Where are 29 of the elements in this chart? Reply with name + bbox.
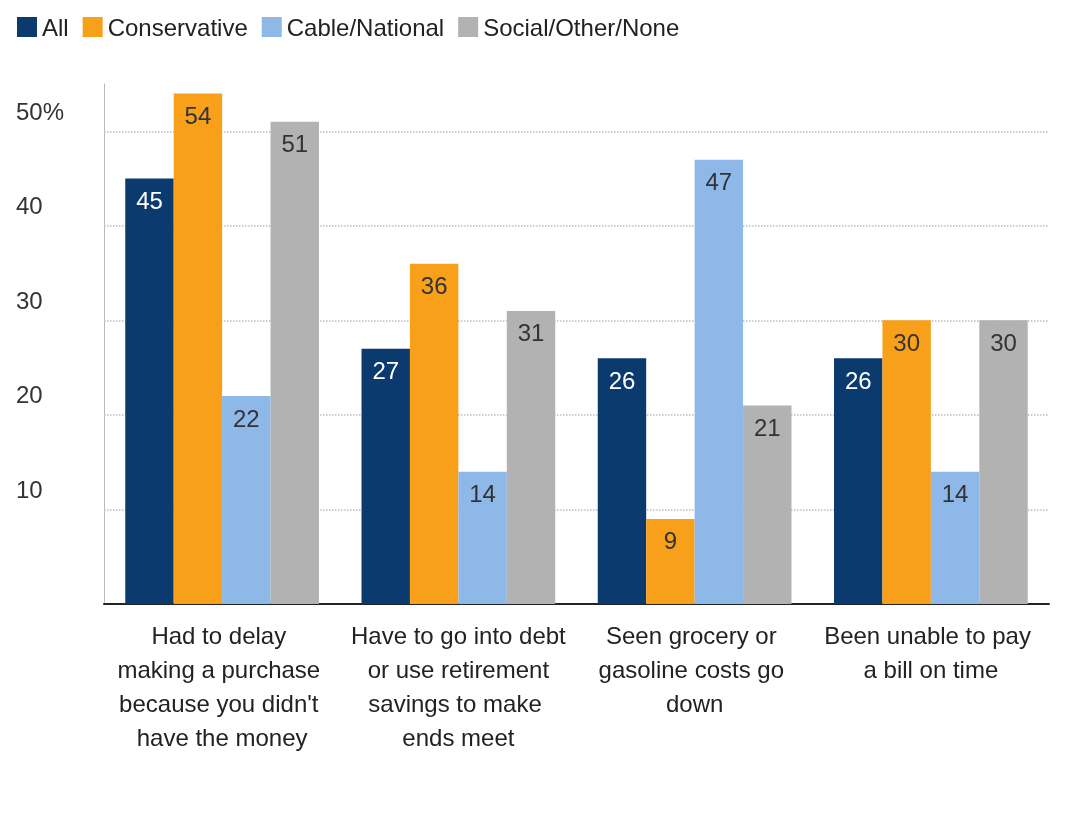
data-label: 9 [663, 527, 678, 555]
data-label: 54 [184, 101, 212, 129]
data-label: 21 [753, 413, 781, 441]
data-label: 45 [136, 187, 163, 215]
y-tick-label: 10 [16, 475, 43, 503]
data-label: 22 [232, 404, 260, 432]
x-tick-label: Been unable to pay a bill on time [824, 621, 1038, 683]
data-label: 30 [893, 328, 921, 356]
data-label: 36 [420, 272, 448, 300]
x-tick-label: Have to go into debt or use retirement savings to make ends meet [350, 621, 567, 751]
y-tick-label: 20 [16, 381, 43, 409]
data-label: 26 [844, 366, 872, 394]
legend-label: Social/Other/None [483, 13, 680, 41]
data-label: 14 [941, 480, 969, 508]
data-label: 26 [608, 366, 636, 394]
x-tick-label: Had to delay making a purchase because you didn't have the money [117, 621, 327, 751]
legend-label: Conservative [107, 13, 248, 41]
data-label: 31 [517, 319, 545, 347]
data-label: 14 [469, 480, 496, 508]
y-tick-label: 40 [16, 192, 43, 220]
data-label: 27 [372, 357, 400, 385]
legend-label: Cable/National [286, 13, 445, 41]
data-label: 51 [281, 130, 309, 158]
data-label: 30 [990, 328, 1017, 356]
data-label: 47 [705, 168, 733, 196]
y-tick-label: 30 [16, 286, 43, 314]
x-tick-label: Seen grocery or gasoline costs go down [598, 621, 791, 717]
legend-label: All [42, 13, 69, 41]
y-tick-label: 50% [16, 97, 65, 125]
